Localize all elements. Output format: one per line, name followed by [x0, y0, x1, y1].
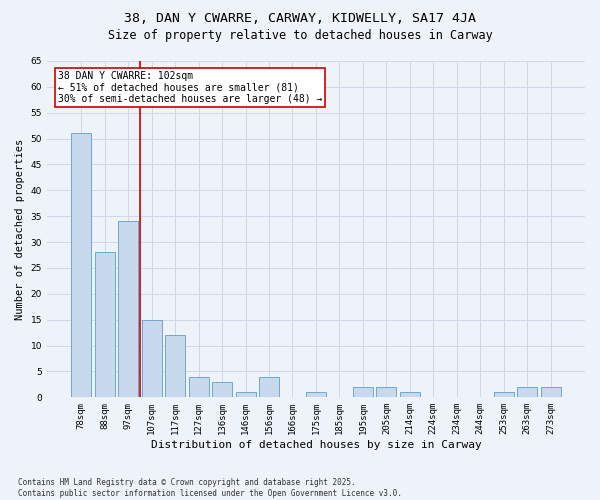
Text: Contains HM Land Registry data © Crown copyright and database right 2025.
Contai: Contains HM Land Registry data © Crown c…: [18, 478, 402, 498]
Bar: [400, 392, 420, 398]
Bar: [142, 320, 162, 398]
Bar: [306, 392, 326, 398]
Bar: [353, 387, 373, 398]
Bar: [212, 382, 232, 398]
Bar: [236, 392, 256, 398]
Text: 38 DAN Y CWARRE: 102sqm
← 51% of detached houses are smaller (81)
30% of semi-de: 38 DAN Y CWARRE: 102sqm ← 51% of detache…: [58, 71, 322, 104]
X-axis label: Distribution of detached houses by size in Carway: Distribution of detached houses by size …: [151, 440, 481, 450]
Bar: [118, 222, 138, 398]
Bar: [494, 392, 514, 398]
Text: Size of property relative to detached houses in Carway: Size of property relative to detached ho…: [107, 29, 493, 42]
Bar: [188, 376, 209, 398]
Bar: [541, 387, 560, 398]
Bar: [71, 134, 91, 398]
Bar: [165, 335, 185, 398]
Bar: [95, 252, 115, 398]
Bar: [376, 387, 397, 398]
Y-axis label: Number of detached properties: Number of detached properties: [15, 138, 25, 320]
Text: 38, DAN Y CWARRE, CARWAY, KIDWELLY, SA17 4JA: 38, DAN Y CWARRE, CARWAY, KIDWELLY, SA17…: [124, 12, 476, 26]
Bar: [259, 376, 279, 398]
Bar: [517, 387, 537, 398]
